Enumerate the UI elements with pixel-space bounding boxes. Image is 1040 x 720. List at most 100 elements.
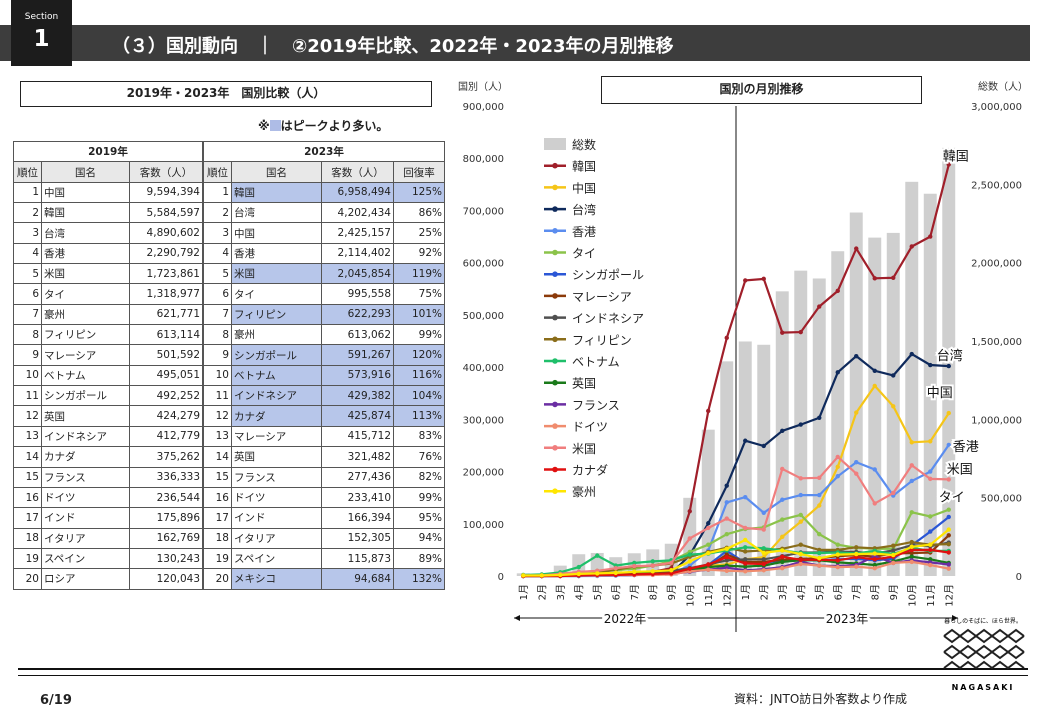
rank-cell: 16 <box>203 486 232 509</box>
country-cell: フランス <box>231 466 322 488</box>
data-point <box>669 568 674 573</box>
legend-marker <box>552 314 558 321</box>
data-point <box>780 559 785 565</box>
visitors-cell: 277,436 <box>321 466 394 488</box>
legend-label: 台湾 <box>572 202 596 217</box>
data-point <box>650 563 655 568</box>
rank-cell: 6 <box>13 283 42 305</box>
source-note: 資料：JNTO訪日外客数より作成 <box>734 692 908 706</box>
data-point <box>724 565 729 570</box>
visitors-cell: 613,062 <box>321 324 394 346</box>
visitors-cell: 621,771 <box>129 303 203 326</box>
data-point <box>909 554 914 559</box>
visitors-cell: 429,382 <box>321 385 394 407</box>
x-tick-label: 9月 <box>666 584 678 600</box>
y-tick-right: 1,500,000 <box>971 337 1022 348</box>
data-point <box>928 542 933 547</box>
visitors-cell: 233,410 <box>321 486 394 509</box>
visitors-cell: 424,279 <box>129 405 203 427</box>
col-country: 国名 <box>41 161 130 183</box>
table-row: 4 香港 2,114,402 92% <box>203 242 445 265</box>
country-cell: 豪州 <box>41 303 130 326</box>
data-point <box>780 330 785 335</box>
legend-marker <box>552 271 558 277</box>
highlight-swatch <box>269 120 281 131</box>
data-point <box>891 548 896 553</box>
data-point <box>539 573 544 578</box>
data-point <box>780 497 785 502</box>
y-tick-right: 500,000 <box>981 494 1022 505</box>
country-cell: スペイン <box>231 547 322 570</box>
legend-label: フランス <box>572 398 620 412</box>
legend-marker <box>552 423 558 429</box>
recovery-cell: 119% <box>393 263 445 285</box>
col-visitors: 客数（人） <box>129 161 203 183</box>
legend-marker <box>552 379 558 386</box>
rank-cell: 7 <box>13 303 42 326</box>
end-label: 香港 <box>953 440 979 455</box>
data-point <box>687 566 692 571</box>
data-point <box>891 552 896 558</box>
visitors-cell: 166,394 <box>321 507 394 529</box>
legend-marker <box>552 488 558 495</box>
country-cell: ベトナム <box>231 364 322 387</box>
table-row: 7 フィリピン 622,293 101% <box>203 303 445 326</box>
data-point <box>743 537 748 543</box>
data-point <box>872 467 877 472</box>
data-point <box>946 566 951 571</box>
footer-rule <box>18 668 1028 670</box>
data-point <box>854 471 859 476</box>
data-point <box>817 503 822 508</box>
table-row: 13 マレーシア 415,712 83% <box>203 425 445 448</box>
data-point <box>909 478 914 484</box>
rank-cell: 15 <box>13 466 42 488</box>
data-point <box>724 568 729 573</box>
country-cell: タイ <box>41 283 130 305</box>
data-point <box>650 569 655 574</box>
visitors-cell: 2,114,402 <box>321 242 394 265</box>
total-bar <box>905 181 919 576</box>
table-row: 20 ロシア 120,043 <box>13 568 203 590</box>
data-point <box>724 516 729 521</box>
table-row: 6 タイ 1,318,977 <box>13 283 203 305</box>
data-point <box>724 483 729 488</box>
visitors-cell: 591,267 <box>321 344 394 366</box>
data-point <box>835 564 840 570</box>
total-bar <box>757 344 771 576</box>
data-point <box>946 477 951 482</box>
visitors-cell: 130,243 <box>129 547 203 570</box>
data-point <box>872 383 877 389</box>
visitors-cell: 501,592 <box>129 344 203 366</box>
data-point <box>780 428 785 434</box>
country-cell: 香港 <box>231 242 322 265</box>
data-point <box>835 558 840 563</box>
rank-cell: 10 <box>203 364 232 387</box>
total-bar <box>775 291 789 576</box>
table-row: 19 スペイン 115,873 89% <box>203 547 445 570</box>
country-cell: カナダ <box>231 405 322 427</box>
country-cell: シンガポール <box>41 385 130 407</box>
country-cell: インドネシア <box>231 385 322 407</box>
rank-cell: 1 <box>203 181 232 204</box>
y-tick-left: 100,000 <box>463 520 504 531</box>
recovery-cell: 89% <box>393 547 445 570</box>
visitors-cell: 336,333 <box>129 466 203 488</box>
legend-label: 韓国 <box>572 160 596 174</box>
chart-title: 国別の月別推移 <box>601 76 922 104</box>
data-point <box>928 439 933 444</box>
logo-mark <box>943 628 1025 670</box>
table-row: 11 シンガポール 492,252 <box>13 385 203 407</box>
data-point <box>928 476 933 482</box>
y-tick-right: 2,500,000 <box>971 180 1022 191</box>
visitors-cell: 6,958,494 <box>321 181 394 204</box>
table-row: 10 ベトナム 573,916 116% <box>203 364 445 387</box>
data-point <box>780 466 785 472</box>
country-cell: インド <box>41 507 130 529</box>
data-point <box>835 464 840 470</box>
rank-cell: 17 <box>13 507 42 529</box>
table-row: 5 米国 2,045,854 119% <box>203 263 445 285</box>
data-point <box>650 559 655 564</box>
data-point <box>946 442 951 448</box>
rank-cell: 2 <box>13 202 42 224</box>
total-bar <box>868 237 882 576</box>
